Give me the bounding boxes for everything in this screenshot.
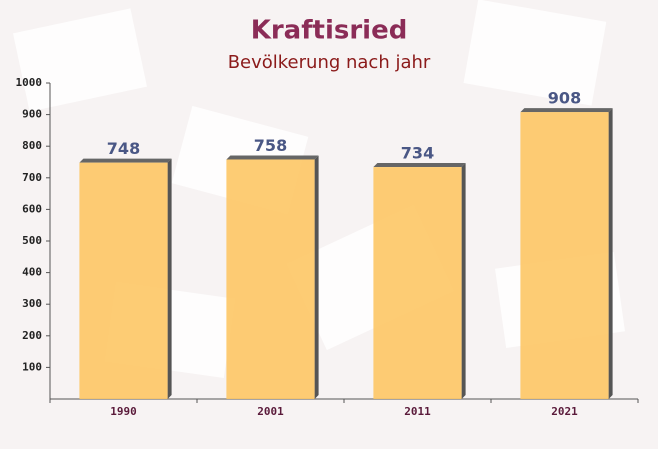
bar-shadow-top	[373, 163, 466, 168]
y-tick-label: 300	[22, 297, 42, 310]
bar-shadow-top	[226, 155, 319, 160]
y-tick-label: 400	[22, 266, 42, 279]
chart-subtitle: Bevölkerung nach jahr	[228, 52, 431, 73]
value-label: 758	[254, 136, 287, 155]
y-tick-label: 100	[22, 360, 42, 373]
chart-title: Kraftisried	[251, 16, 408, 46]
x-tick-label: 2011	[404, 405, 431, 418]
bar-shadow	[314, 155, 319, 399]
bar-shadow	[608, 108, 613, 400]
y-tick-label: 800	[22, 139, 42, 152]
bar	[226, 159, 315, 399]
y-tick-label: 900	[22, 108, 42, 121]
y-tick-label: 200	[22, 329, 42, 342]
x-tick-label: 1990	[110, 405, 137, 418]
bar-shadow	[167, 158, 172, 399]
bar	[79, 162, 168, 399]
x-tick-label: 2021	[551, 405, 578, 418]
y-tick-label: 600	[22, 202, 42, 215]
bar	[373, 167, 462, 399]
y-tick-label: 1000	[16, 76, 43, 89]
value-label: 908	[548, 89, 581, 108]
bar-shadow	[461, 163, 466, 399]
bar-shadow-top	[520, 108, 613, 113]
value-label: 734	[401, 144, 434, 163]
x-tick-label: 2001	[257, 405, 284, 418]
bar	[520, 112, 609, 400]
y-tick-label: 700	[22, 171, 42, 184]
bar-shadow-top	[79, 158, 172, 163]
y-tick-label: 500	[22, 234, 42, 247]
value-label: 748	[107, 139, 140, 158]
